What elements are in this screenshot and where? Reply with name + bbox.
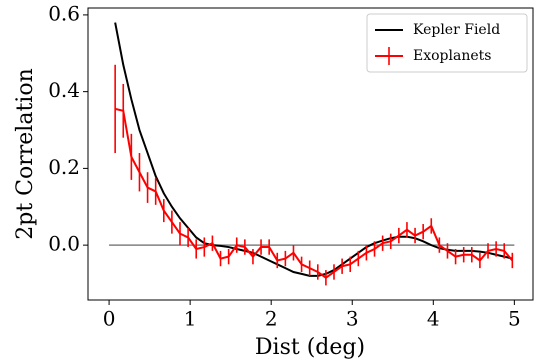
x-tick-label: 2 (265, 307, 278, 331)
y-tick-label: 0.2 (48, 155, 80, 179)
x-tick-label: 1 (184, 307, 197, 331)
series-line (114, 107, 514, 279)
legend-box (366, 13, 528, 73)
y-tick-label: 0.0 (48, 232, 80, 256)
legend-label: Exoplanets (413, 48, 491, 64)
legend-label: Kepler Field (413, 22, 500, 38)
x-tick-label: 4 (427, 307, 440, 331)
y-tick-label: 0.4 (48, 78, 80, 102)
x-axis-label: Dist (deg) (255, 335, 365, 360)
y-axis-label: 2pt Correlation (13, 68, 38, 240)
x-tick-label: 3 (346, 307, 359, 331)
x-tick-label: 0 (103, 307, 116, 331)
legend: Kepler Field Exoplanets (366, 13, 528, 73)
x-tick-label: 5 (508, 307, 521, 331)
plot-frame (87, 7, 534, 301)
y-tick-label: 0.6 (48, 1, 80, 25)
